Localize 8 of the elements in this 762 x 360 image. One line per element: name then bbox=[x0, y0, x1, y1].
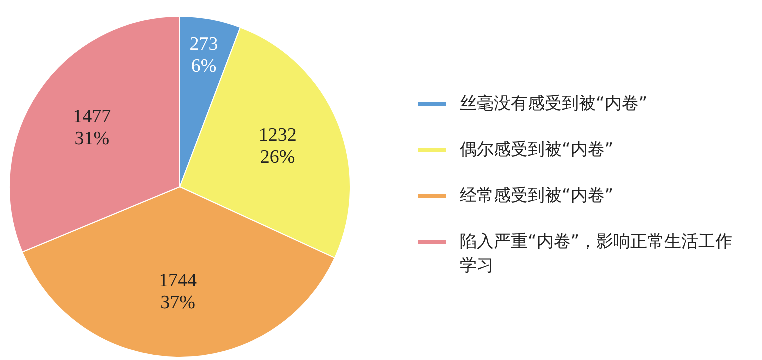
legend-label: 经常感受到被“内卷” bbox=[460, 185, 614, 208]
data-label: 1232 26% bbox=[258, 124, 297, 168]
data-label: 1744 37% bbox=[159, 270, 198, 314]
legend-label: 陷入严重“内卷”，影响正常生活工作学习 bbox=[460, 231, 734, 278]
data-label: 273 6% bbox=[190, 34, 218, 78]
data-label: 1477 31% bbox=[73, 106, 112, 150]
legend-label: 偶尔感受到被“内卷” bbox=[460, 139, 614, 162]
legend-label: 丝毫没有感受到被“内卷” bbox=[460, 93, 648, 116]
